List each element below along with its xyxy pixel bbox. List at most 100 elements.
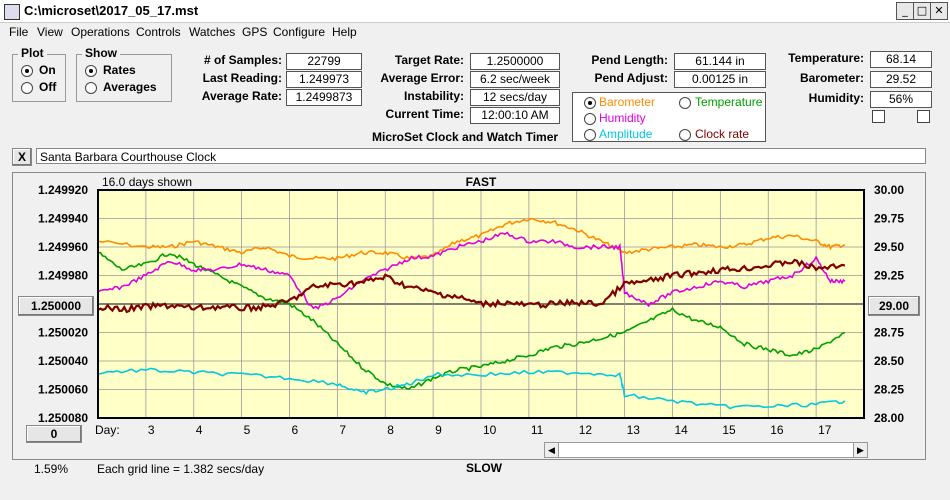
temperature-label: Temperature: (788, 51, 864, 65)
right-axis-label: 28.75 (874, 326, 904, 340)
app-icon (4, 4, 20, 20)
day-tick-label: 9 (435, 423, 442, 437)
pend-length-value: 61.144 in (674, 53, 766, 70)
plot-off-radio[interactable] (21, 82, 33, 94)
plot-on-radio[interactable] (21, 65, 33, 77)
clock-rate-radio[interactable] (679, 129, 691, 141)
menu-operations[interactable]: Operations (71, 25, 130, 39)
app-subtitle: MicroSet Clock and Watch Timer (372, 130, 559, 144)
temperature-option: Temperature (695, 95, 763, 109)
temperature-value: 68.14 (870, 51, 932, 68)
menu-gps[interactable]: GPS (242, 25, 268, 39)
barometer-radio[interactable] (584, 97, 596, 109)
window-title: C:\microset\2017_05_17.mst (24, 3, 199, 18)
grid-note: Each grid line = 1.382 secs/day (97, 462, 265, 476)
plot-off-label: Off (39, 80, 57, 94)
title-bar: C:\microset\2017_05_17.mst _ □ ✕ (0, 0, 950, 23)
day-offset-button[interactable]: 0 (26, 425, 82, 443)
days-shown-label: 16.0 days shown (102, 175, 192, 189)
pend-length-label: Pend Length: (591, 53, 668, 67)
show-rates-label: Rates (103, 63, 136, 77)
barometer-label: Barometer: (799, 71, 864, 85)
samples-label: # of Samples: (203, 53, 282, 67)
instability-label: Instability: (403, 89, 464, 103)
instability-value: 12 secs/day (470, 89, 560, 106)
humidity-label: Humidity: (808, 91, 864, 105)
right-axis-label: 28.00 (874, 411, 904, 425)
clock-name-field[interactable]: Santa Barbara Courthouse Clock (36, 148, 926, 164)
humidity-value: 56% (870, 91, 932, 108)
day-axis-label: Day: (95, 423, 120, 437)
series-clock-rate (97, 258, 846, 314)
last-reading-value: 1.249973 (286, 71, 362, 88)
pend-adjust-value: 0.00125 in (674, 71, 766, 88)
close-button[interactable]: ✕ (930, 2, 948, 20)
slow-label: SLOW (466, 461, 502, 475)
reset-aux-button[interactable]: 29.00 (868, 296, 920, 316)
scroll-left-icon[interactable]: ◀ (545, 443, 559, 457)
menu-help[interactable]: Help (332, 25, 357, 39)
series-barometer (97, 217, 846, 262)
last-reading-label: Last Reading: (202, 71, 282, 85)
show-group-title: Show (82, 46, 120, 60)
env-checkbox-1[interactable] (872, 110, 885, 123)
show-averages-radio[interactable] (85, 82, 97, 94)
right-axis-label: 28.50 (874, 354, 904, 368)
average-error-label: Average Error: (380, 71, 464, 85)
right-axis-label: 30.00 (874, 183, 904, 197)
day-tick-label: 12 (579, 423, 593, 437)
menu-watches[interactable]: Watches (189, 25, 236, 39)
percent-label: 1.59% (34, 462, 69, 476)
average-error-value: 6.2 sec/week (470, 71, 560, 88)
series-amplitude (97, 367, 846, 410)
maximize-button[interactable]: □ (913, 2, 931, 20)
plot-border (97, 189, 865, 419)
time-scrollbar[interactable]: ◀ ▶ (544, 442, 868, 458)
left-axis-label: 1.250060 (38, 383, 88, 397)
menu-bar: File View Operations Controls Watches GP… (0, 22, 950, 42)
day-tick-label: 16 (770, 423, 784, 437)
show-rates-radio[interactable] (85, 65, 97, 77)
amplitude-radio[interactable] (584, 129, 596, 141)
day-tick-label: 7 (339, 423, 346, 437)
left-axis-label: 1.249940 (38, 212, 88, 226)
right-axis-label: 29.75 (874, 212, 904, 226)
left-axis-label: 1.249980 (38, 269, 88, 283)
left-axis-label: 1.249920 (38, 183, 88, 197)
humidity-radio[interactable] (584, 113, 596, 125)
clock-rate-option: Clock rate (695, 127, 750, 141)
amplitude-option: Amplitude (599, 127, 653, 141)
aux-options-group (572, 92, 766, 142)
left-axis-label: 1.249960 (38, 240, 88, 254)
temperature-radio[interactable] (679, 97, 691, 109)
reset-rate-button[interactable]: 1.250000 (18, 296, 94, 316)
plot-on-label: On (39, 63, 56, 77)
day-tick-label: 15 (722, 423, 736, 437)
day-tick-label: 4 (196, 423, 203, 437)
left-axis-label: 1.250040 (38, 354, 88, 368)
clear-clock-button[interactable]: X (12, 148, 32, 166)
show-group (76, 54, 172, 102)
barometer-value: 29.52 (870, 71, 932, 88)
menu-view[interactable]: View (37, 25, 63, 39)
series-humidity (97, 231, 846, 310)
env-checkbox-2[interactable] (917, 110, 930, 123)
left-axis-label: 1.250020 (38, 326, 88, 340)
current-time-label: Current Time: (385, 107, 464, 121)
fast-label: FAST (466, 175, 497, 189)
right-axis-label: 28.25 (874, 383, 904, 397)
menu-controls[interactable]: Controls (136, 25, 181, 39)
right-axis-label: 29.25 (874, 269, 904, 283)
target-rate-label: Target Rate: (394, 53, 464, 67)
day-tick-label: 10 (483, 423, 497, 437)
right-axis-label: 29.50 (874, 240, 904, 254)
day-tick-label: 5 (244, 423, 251, 437)
day-tick-label: 8 (387, 423, 394, 437)
day-tick-label: 14 (675, 423, 689, 437)
menu-configure[interactable]: Configure (273, 25, 326, 39)
humidity-option: Humidity (599, 111, 646, 125)
scroll-right-icon[interactable]: ▶ (853, 443, 867, 457)
menu-file[interactable]: File (9, 25, 29, 39)
left-axis-label: 1.250080 (38, 411, 88, 425)
